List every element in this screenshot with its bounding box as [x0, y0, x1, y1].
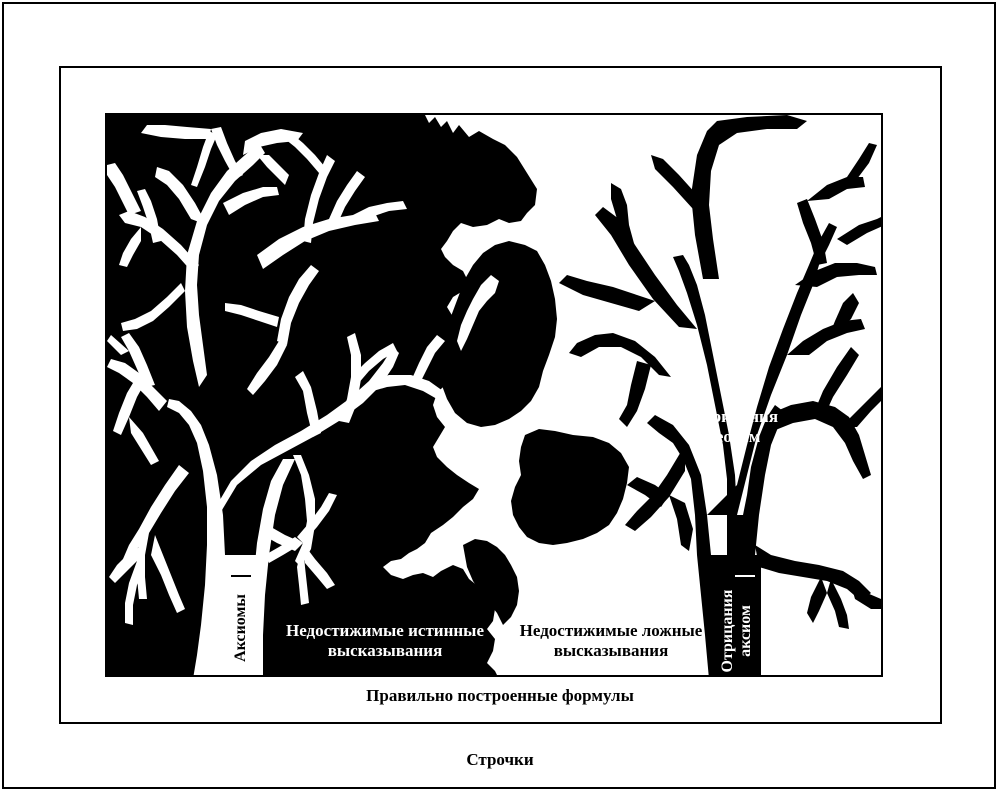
well-formed-formulas-caption: Правильно построенные формулы [366, 686, 634, 705]
negations-theorems-text: Отрицания теорем [689, 407, 779, 446]
blob-hole [457, 275, 499, 351]
formula-space-diagram: Теоремы Отрицания теорем Недостижимые ис… [105, 113, 883, 677]
strings-caption: Строчки [466, 750, 534, 769]
unreachable-true-text: Недостижимые истинные высказывания [286, 621, 484, 660]
diagram-graphic [107, 115, 881, 675]
bridge-blob [463, 539, 519, 625]
theorems-tree [107, 125, 445, 675]
negations-axioms-bracket [735, 575, 755, 577]
theorems-label: Теоремы [220, 407, 289, 426]
axioms-label: Аксиомы [232, 594, 249, 662]
well-formed-formulas-frame [59, 66, 942, 724]
unreachable-false-text: Недостижимые ложные высказывания [519, 621, 703, 660]
unreachable-true-label: Недостижимые истинные высказывания [275, 621, 495, 661]
negations-axioms-text: Отрицания аксиом [719, 589, 754, 673]
negations-axioms-label: Отрицания аксиом [719, 579, 759, 675]
unreachable-false-label: Недостижимые ложные высказывания [505, 621, 717, 661]
negations-theorems-label: Отрицания теорем [677, 407, 791, 447]
axioms-bracket [231, 575, 251, 577]
middle-blob [439, 241, 557, 427]
lower-blob [511, 429, 629, 545]
